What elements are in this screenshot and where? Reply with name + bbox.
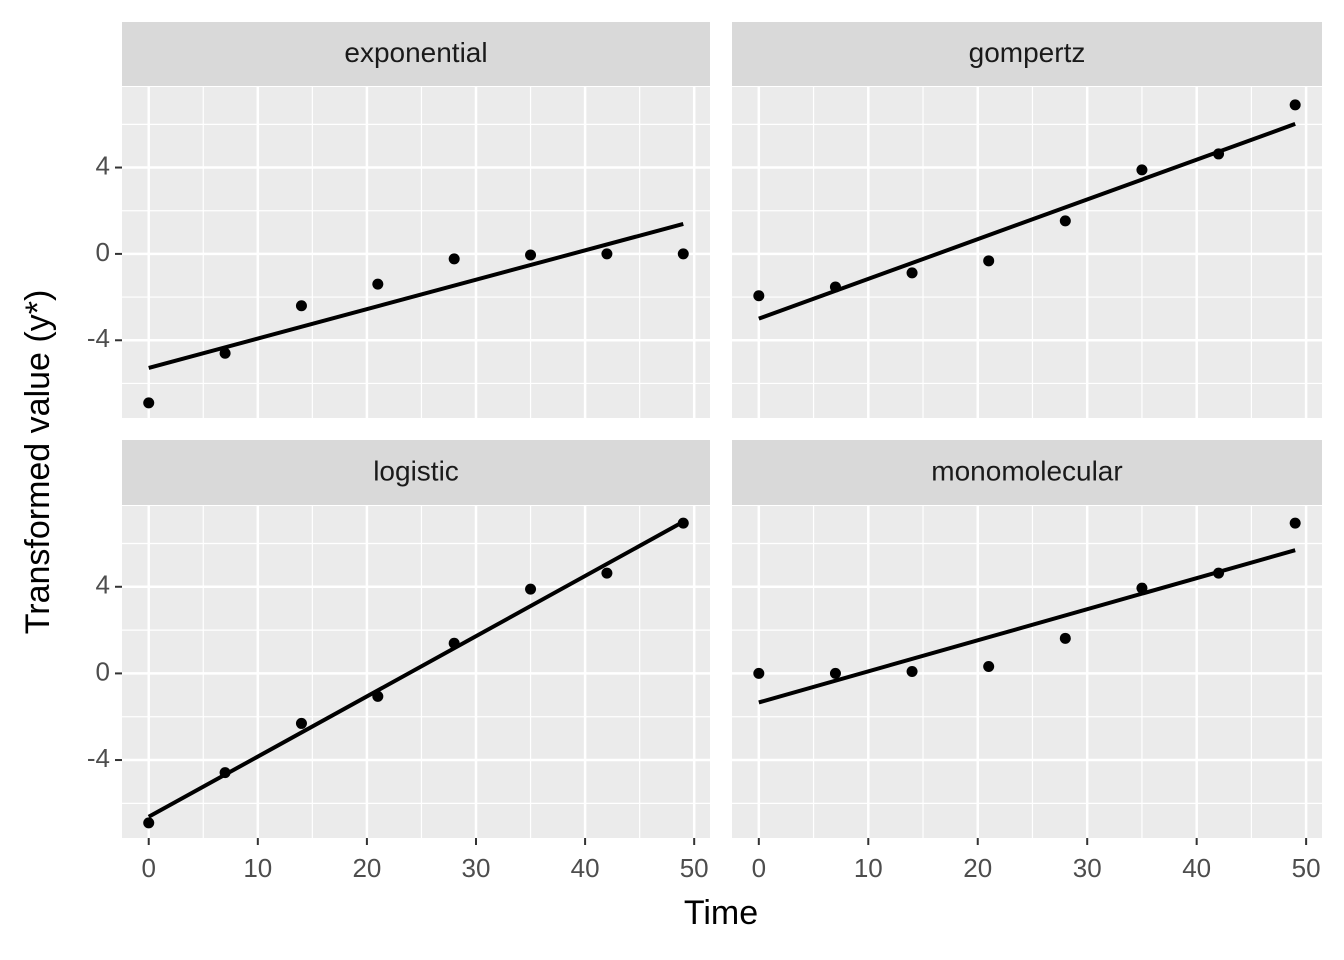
point (1059, 632, 1071, 644)
point (601, 248, 613, 260)
panel (732, 87, 1322, 418)
x-tick-label: 10 (854, 853, 883, 883)
panel (732, 506, 1322, 838)
y-tick-label: 4 (96, 150, 110, 180)
x-tick-label: 50 (680, 853, 709, 883)
point (448, 253, 460, 265)
point (1059, 215, 1071, 227)
x-tick-label: 0 (141, 853, 155, 883)
strip-label: exponential (344, 37, 487, 68)
point (372, 278, 384, 290)
point (1289, 517, 1301, 529)
x-tick-label: 20 (963, 853, 992, 883)
x-tick-label: 0 (752, 853, 766, 883)
point (525, 249, 537, 261)
point (143, 397, 155, 409)
x-tick-label: 30 (1073, 853, 1102, 883)
x-tick-label: 20 (352, 853, 381, 883)
point (295, 717, 307, 729)
y-tick-label: -4 (87, 743, 110, 773)
y-tick-label: 0 (96, 237, 110, 267)
strip (732, 440, 1322, 505)
x-tick-label: 40 (1182, 853, 1211, 883)
point (1136, 164, 1148, 176)
point (906, 267, 918, 279)
y-tick-label: 0 (96, 656, 110, 686)
fit-line (758, 548, 1296, 705)
point (1289, 99, 1301, 111)
x-tick-label: 30 (462, 853, 491, 883)
fit-line (148, 221, 684, 370)
point (829, 667, 841, 679)
y-tick-label: 4 (96, 570, 110, 600)
point (525, 583, 537, 595)
point (677, 248, 689, 260)
point (753, 290, 765, 302)
x-tick-label: 40 (571, 853, 600, 883)
y-axis-title: Transformed value (y*) (19, 290, 57, 635)
strip (732, 22, 1322, 86)
point (983, 660, 995, 672)
x-tick-label: 10 (243, 853, 272, 883)
x-tick-label: 50 (1292, 853, 1321, 883)
point (143, 817, 155, 829)
point (219, 347, 231, 359)
y-tick-label: -4 (87, 323, 110, 353)
strip-label: monomolecular (931, 455, 1122, 486)
fit-line (758, 122, 1296, 321)
point (906, 665, 918, 677)
point (601, 567, 613, 579)
strip-label: logistic (373, 455, 459, 486)
point (295, 300, 307, 312)
strip-label: gompertz (969, 37, 1086, 68)
fit-line (147, 520, 685, 819)
strip (122, 440, 710, 505)
point (753, 667, 765, 679)
panel (122, 87, 710, 418)
point (983, 255, 995, 267)
x-axis-title: Time (684, 894, 758, 932)
strip (122, 22, 710, 86)
